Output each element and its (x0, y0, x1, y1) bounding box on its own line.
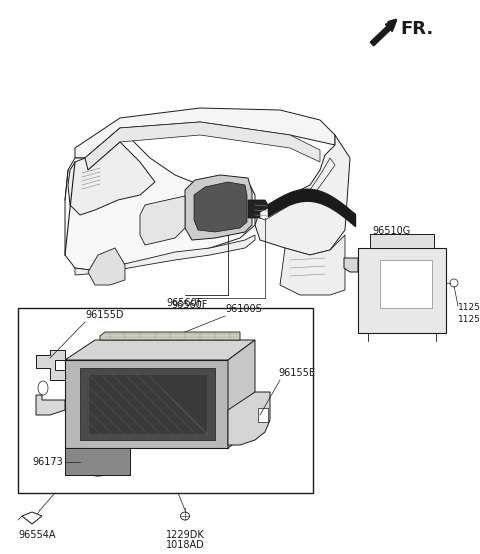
Text: 96510G: 96510G (372, 226, 410, 236)
Text: 96100S: 96100S (225, 304, 262, 314)
Polygon shape (80, 368, 215, 440)
Polygon shape (258, 408, 268, 422)
Ellipse shape (148, 227, 156, 233)
Bar (370, 234, 434, 248)
Polygon shape (22, 512, 42, 524)
Ellipse shape (420, 238, 426, 244)
Ellipse shape (256, 427, 264, 433)
Polygon shape (75, 108, 335, 158)
Polygon shape (65, 128, 255, 270)
Ellipse shape (180, 512, 190, 520)
Ellipse shape (82, 448, 114, 476)
Ellipse shape (145, 224, 159, 236)
Polygon shape (100, 332, 240, 340)
Polygon shape (248, 200, 268, 218)
Bar (218, 390, 226, 398)
Bar (358, 248, 446, 333)
Polygon shape (140, 196, 185, 245)
Bar (198, 442, 214, 447)
Polygon shape (370, 25, 391, 46)
Polygon shape (260, 158, 335, 220)
Ellipse shape (89, 454, 107, 470)
Ellipse shape (38, 381, 48, 395)
Polygon shape (385, 21, 396, 32)
Bar (380, 260, 432, 308)
Bar (88, 442, 104, 447)
Text: 96560F: 96560F (172, 300, 208, 310)
Text: 1018AD: 1018AD (166, 540, 204, 550)
Ellipse shape (93, 174, 123, 202)
Text: 96560F: 96560F (167, 298, 203, 308)
Polygon shape (194, 182, 247, 232)
Bar (110, 442, 126, 447)
Ellipse shape (132, 173, 154, 193)
Ellipse shape (363, 278, 369, 282)
Ellipse shape (363, 292, 369, 296)
Text: 96155D: 96155D (85, 310, 123, 320)
Polygon shape (75, 235, 255, 275)
Text: 1125KC: 1125KC (458, 315, 480, 324)
Polygon shape (88, 374, 207, 434)
Polygon shape (68, 142, 155, 215)
Text: 96173: 96173 (32, 457, 63, 467)
Polygon shape (228, 392, 270, 445)
Ellipse shape (174, 214, 182, 222)
Polygon shape (88, 248, 125, 285)
Text: 96155E: 96155E (278, 368, 315, 378)
Text: FR.: FR. (400, 20, 433, 38)
Polygon shape (36, 395, 65, 415)
Polygon shape (65, 360, 228, 448)
Bar (218, 405, 226, 413)
Text: 1229DK: 1229DK (166, 530, 204, 540)
Polygon shape (255, 135, 350, 255)
Polygon shape (36, 350, 65, 380)
Polygon shape (344, 258, 358, 272)
Polygon shape (85, 122, 320, 170)
Polygon shape (185, 175, 252, 240)
Ellipse shape (94, 459, 102, 465)
Ellipse shape (151, 214, 159, 222)
Polygon shape (65, 340, 255, 360)
Text: 1125GA: 1125GA (458, 303, 480, 312)
Ellipse shape (97, 178, 119, 198)
Ellipse shape (380, 238, 386, 244)
Bar (218, 375, 226, 383)
Ellipse shape (363, 264, 369, 268)
Polygon shape (65, 448, 130, 475)
Ellipse shape (136, 177, 150, 189)
Bar (176, 442, 192, 447)
Polygon shape (280, 235, 345, 295)
Ellipse shape (164, 214, 172, 222)
Text: 96554A: 96554A (18, 530, 56, 540)
Polygon shape (228, 340, 255, 448)
Bar (132, 442, 148, 447)
Ellipse shape (450, 279, 458, 287)
Bar (154, 442, 170, 447)
Bar (18, 308, 313, 493)
